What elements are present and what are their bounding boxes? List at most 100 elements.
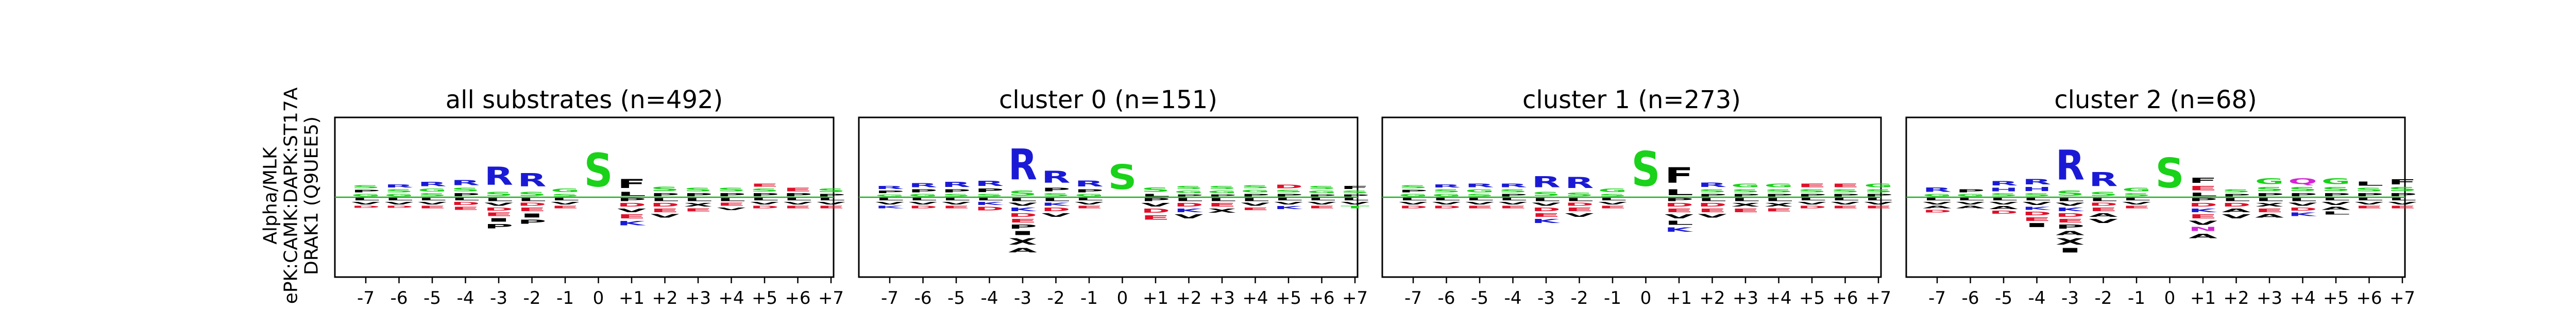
residue-P: P: [1698, 193, 1726, 197]
residue-E: E: [2189, 213, 2217, 219]
residue-S: S: [1008, 190, 1037, 197]
logo-column-+3: PSG LXE: [1731, 183, 1760, 213]
x-tick-label: +3: [1733, 288, 1758, 308]
logo-column--5: SGR LVE: [1465, 183, 1494, 209]
residue-G: G: [1208, 190, 1236, 194]
residue-I: I: [484, 217, 513, 223]
residue-V: V: [1598, 201, 1627, 205]
residue-D: D: [1923, 209, 1952, 213]
residue-V: V: [351, 201, 380, 205]
residue-E: E: [617, 213, 646, 219]
residue-V: V: [1831, 201, 1860, 205]
residue-V: V: [1141, 202, 1170, 208]
residue-R: R: [2056, 141, 2084, 189]
residue-V: V: [1989, 201, 2018, 205]
residue-G: G: [1175, 190, 1204, 194]
residue-K: K: [1665, 226, 1693, 233]
x-tick-label: -5: [1471, 288, 1488, 308]
residue-L: L: [2355, 197, 2384, 201]
residue-G: G: [1432, 193, 1461, 197]
x-tick-label: -5: [423, 288, 441, 308]
residue-E: E: [1598, 205, 1627, 210]
residue-S: S: [750, 188, 779, 193]
residue-I: I: [1008, 230, 1037, 236]
residue-T: T: [1341, 205, 1369, 210]
residue-D: D: [1141, 208, 1170, 214]
residue-G: G: [909, 193, 938, 197]
residue-F: F: [1341, 185, 1369, 190]
x-tick-label: -3: [1014, 288, 1031, 308]
residue-S: S: [385, 188, 414, 193]
residue-L: L: [942, 197, 971, 201]
residue-R: R: [1989, 180, 2018, 187]
residue-E: E: [2189, 184, 2217, 192]
residue-L: L: [2321, 211, 2350, 215]
residue-D: D: [1532, 207, 1561, 213]
residue-L: L: [617, 191, 646, 197]
residue-S: S: [351, 184, 380, 189]
residue-E: E: [2056, 218, 2084, 224]
residue-S: S: [484, 191, 513, 197]
residue-S: S: [551, 193, 580, 197]
residue-F: F: [2388, 178, 2417, 186]
x-tick-label: +5: [2323, 288, 2349, 308]
residue-L: L: [2321, 197, 2350, 201]
residue-P: P: [1241, 193, 1269, 197]
residue-E: E: [1698, 208, 1726, 213]
residue-R: R: [2023, 177, 2052, 186]
residue-E: E: [1465, 205, 1494, 210]
residue-P: P: [717, 193, 746, 197]
x-tick-label: -4: [981, 288, 998, 308]
x-tick-label: 0: [2164, 288, 2176, 308]
residue-D: D: [909, 205, 938, 210]
residue-E: E: [1308, 205, 1336, 210]
residue-E: E: [1798, 183, 1826, 188]
residue-E: E: [2355, 205, 2384, 210]
x-tick-label: -7: [1404, 288, 1422, 308]
residue-S: S: [2056, 190, 2084, 197]
residue-N: N: [2189, 226, 2217, 232]
residue-R: R: [875, 185, 904, 190]
residue-G: G: [1308, 190, 1336, 194]
residue-L: L: [1731, 197, 1760, 202]
residue-E: E: [783, 187, 812, 193]
residue-S: S: [1465, 193, 1494, 197]
residue-E: E: [1141, 214, 1170, 221]
residue-S: S: [418, 193, 447, 197]
residue-S: S: [1731, 188, 1760, 193]
residue-X: X: [1765, 202, 1793, 208]
residue-E: E: [2388, 205, 2417, 210]
residue-G: G: [1598, 188, 1627, 194]
x-tick-label: -6: [914, 288, 932, 308]
panel-title: cluster 0 (n=151): [999, 85, 1217, 114]
residue-L: L: [1141, 193, 1170, 197]
logo-column--4: PSR LDE: [451, 179, 480, 211]
residue-V: V: [1698, 213, 1727, 219]
residue-P: P: [909, 188, 938, 193]
x-tick-label: -3: [490, 288, 507, 308]
logo-column--7: GPR LVK: [875, 185, 904, 209]
residue-S: S: [942, 193, 971, 197]
residue-P: P: [1831, 193, 1859, 197]
residue-E: E: [784, 205, 812, 210]
residue-D: D: [617, 202, 646, 208]
logo-column-0: S: [2156, 149, 2184, 197]
residue-A: A: [2189, 232, 2217, 239]
residue-R: R: [1075, 179, 1104, 188]
x-tick-label: +2: [652, 288, 677, 308]
residue-L: L: [684, 197, 713, 202]
residue-L: L: [1765, 197, 1793, 202]
residue-V: V: [909, 201, 938, 205]
residue-L: L: [1698, 197, 1727, 202]
residue-S: S: [1598, 193, 1627, 197]
x-tick-label: -6: [391, 288, 408, 308]
x-tick-label: +4: [2290, 288, 2315, 308]
residue-X: X: [1208, 208, 1236, 214]
x-tick-label: +2: [2223, 288, 2249, 308]
residue-D: D: [518, 202, 547, 207]
